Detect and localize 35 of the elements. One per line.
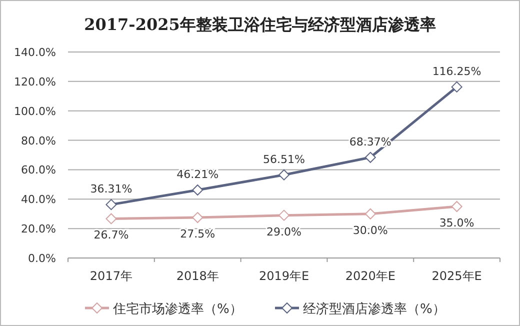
data-label: 36.31% (90, 182, 132, 196)
data-label: 56.51% (263, 152, 305, 166)
y-tick-label: 20.0% (21, 222, 56, 236)
data-label: 46.21% (176, 168, 219, 182)
data-label: 26.7% (94, 228, 129, 242)
x-tick-label: 2019年E (258, 269, 310, 283)
x-tick-label: 2018年 (176, 269, 219, 283)
point (106, 213, 117, 224)
y-tick-label: 120.0% (14, 75, 56, 88)
legend-label: 经济型酒店渗透率（%） (303, 301, 446, 317)
y-tick-label: 60.0% (21, 164, 56, 177)
y-tick-label: 100.0% (14, 104, 56, 118)
y-tick-label: 40.0% (21, 193, 56, 206)
y-tick-label: 140.0% (14, 46, 56, 59)
x-tick-label: 2020年E (345, 269, 396, 283)
point (192, 212, 204, 224)
data-label: 30.0% (352, 224, 388, 237)
data-label: 27.5% (180, 228, 216, 241)
point (364, 152, 376, 163)
chart-title: 2017-2025年整装卫浴住宅与经济型酒店渗透率 (84, 15, 436, 34)
x-tick-label: 2017年 (90, 269, 132, 283)
point (451, 81, 462, 92)
legend-label: 住宅市场渗透率（%） (112, 301, 242, 317)
x-tick-label: 2025年E (432, 269, 482, 283)
y-tick-label: 80.0% (21, 134, 56, 148)
point (106, 199, 117, 210)
data-label: 116.25% (432, 64, 482, 78)
point (451, 201, 462, 212)
y-tick-label: 0.0% (28, 252, 56, 265)
point (192, 184, 204, 196)
point (278, 210, 290, 221)
point (278, 169, 290, 180)
point (364, 208, 376, 220)
data-label: 29.0% (266, 225, 302, 238)
data-label: 35.0% (439, 216, 474, 230)
